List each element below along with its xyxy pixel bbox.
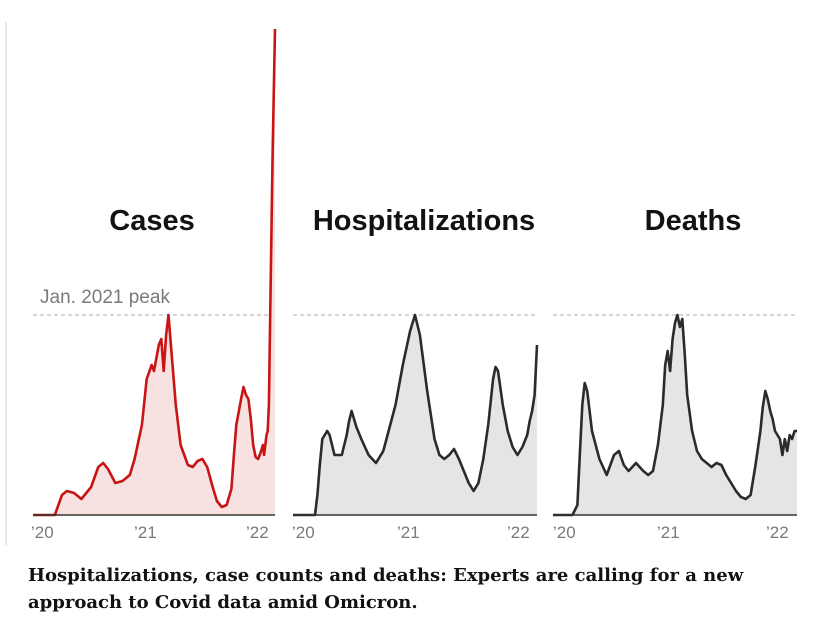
cases-x-tick-2021: ’21: [134, 523, 157, 542]
hospitalizations-area: [293, 315, 537, 515]
hospitalizations-x-tick-2022: ’22: [507, 523, 530, 542]
cases-area: [33, 29, 275, 515]
deaths-x-tick-2022: ’22: [766, 523, 789, 542]
cases-x-tick-2020: ’20: [31, 523, 54, 542]
cases-panel: Cases Jan. 2021 peak ’20 ’21 ’22: [31, 28, 277, 542]
deaths-x-tick-2021: ’21: [657, 523, 680, 542]
hospitalizations-line: [293, 313, 539, 517]
deaths-area: [553, 315, 797, 515]
hospitalizations-x-tick-2021: ’21: [397, 523, 420, 542]
deaths-panel: Deaths ’20 ’21 ’22: [553, 205, 797, 542]
deaths-line: [553, 313, 797, 517]
peak-annotation: Jan. 2021 peak: [40, 287, 170, 308]
deaths-x-tick-2020: ’20: [553, 523, 576, 542]
figure-caption: Hospitalizations, case counts and deaths…: [28, 565, 744, 613]
cases-title: Cases: [109, 205, 194, 237]
hospitalizations-title: Hospitalizations: [313, 205, 535, 237]
hospitalizations-x-tick-2020: ’20: [292, 523, 315, 542]
hospitalizations-panel: Hospitalizations ’20 ’21 ’22: [292, 205, 539, 542]
deaths-title: Deaths: [645, 205, 742, 237]
cases-line: [33, 28, 277, 517]
cases-x-tick-2022: ’22: [246, 523, 269, 542]
